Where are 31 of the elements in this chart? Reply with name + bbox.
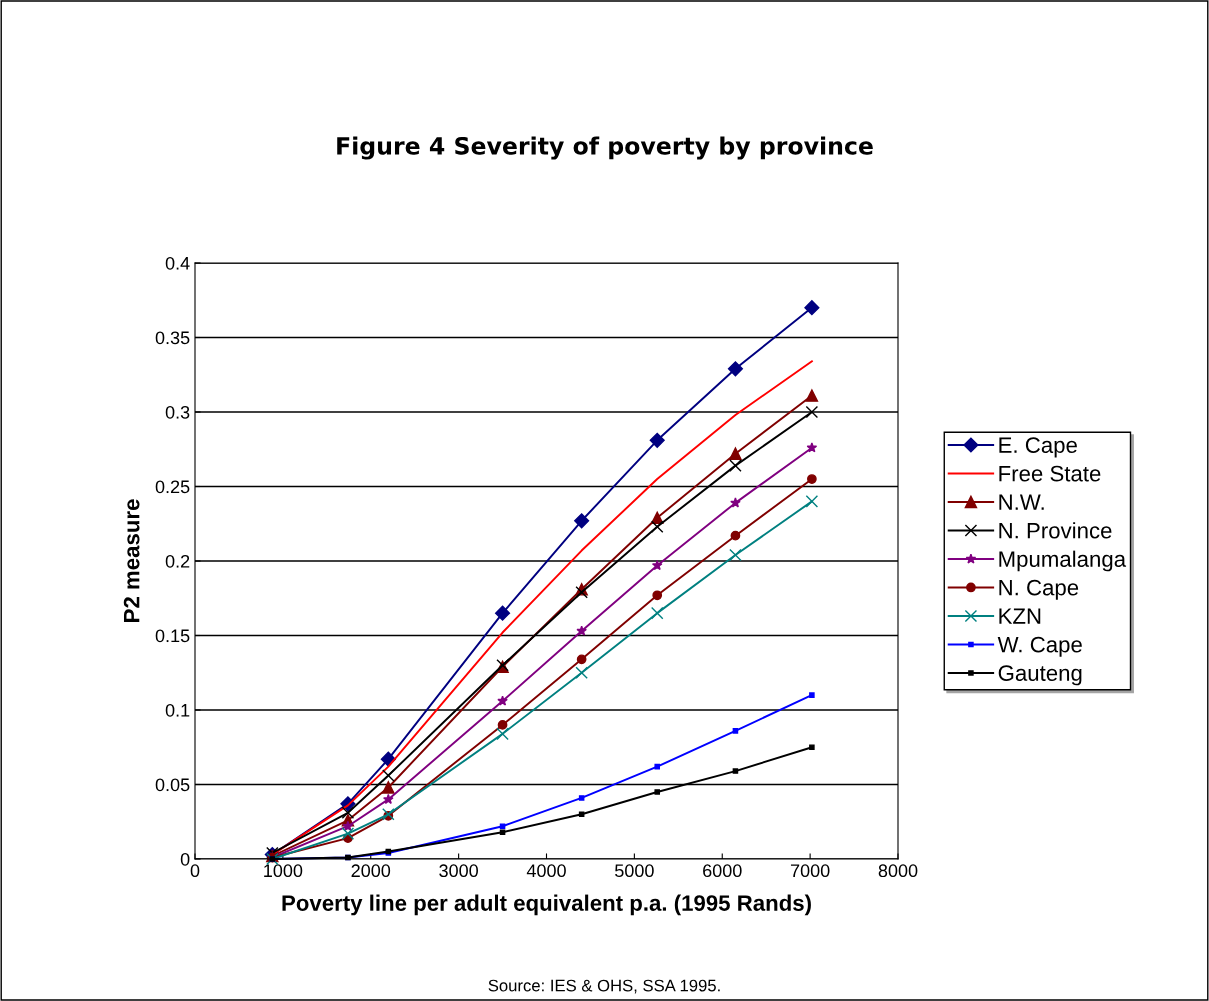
x-tick-label: 1000 — [264, 864, 303, 878]
legend-label: KZN — [999, 608, 1041, 624]
source-note: Source: IES & OHS, SSA 1995. — [488, 979, 720, 994]
legend-label: Gauteng — [998, 665, 1082, 686]
y-axis-title: P2 measure — [123, 499, 140, 622]
legend-label: N.W. — [999, 494, 1044, 510]
y-tick-label: 0.2 — [165, 554, 190, 568]
legend-label: Mpumalanga — [999, 550, 1127, 572]
x-tick-label: 4000 — [526, 864, 566, 878]
x-tick-label: 2000 — [351, 864, 391, 878]
x-tick-label: 0 — [190, 864, 200, 878]
y-tick-label: 0.35 — [155, 331, 190, 345]
y-tick-label: 0.4 — [165, 256, 190, 270]
x-axis-title: Poverty line per adult equivalent p.a. (1995 Rands) — [282, 894, 811, 916]
legend-label: N. Cape — [999, 579, 1079, 600]
legend-label: W. Cape — [997, 636, 1082, 657]
legend-label: E. Cape — [999, 437, 1077, 458]
x-tick-label: 7000 — [790, 864, 830, 878]
x-tick-label: 8000 — [878, 864, 918, 878]
legend-label: Free State — [999, 465, 1101, 482]
legend-label: N. Province — [999, 522, 1112, 539]
y-tick-label: 0.3 — [165, 405, 190, 419]
chart-title: Figure 4 Severity of poverty by province — [337, 136, 873, 160]
y-tick-label: 0.15 — [155, 629, 190, 643]
x-tick-label: 5000 — [615, 864, 654, 878]
x-tick-label: 6000 — [703, 864, 742, 878]
y-tick-label: 0.1 — [165, 703, 190, 717]
x-tick-label: 3000 — [439, 864, 478, 878]
y-tick-label: 0.05 — [155, 778, 190, 792]
y-tick-label: 0.25 — [155, 480, 190, 494]
y-tick-label: 0 — [180, 852, 190, 866]
